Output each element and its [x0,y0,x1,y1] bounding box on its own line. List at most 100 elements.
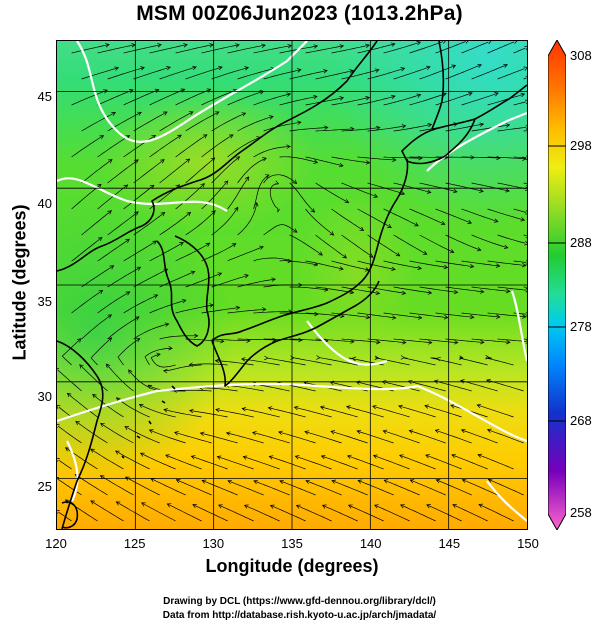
streamline [383,94,421,106]
streamline-arrow [331,479,337,484]
streamline-arrow [391,266,396,272]
streamline-arrow [450,404,456,409]
streamline [175,134,208,158]
streamline [227,44,266,54]
streamline-arrow [168,346,173,351]
streamline-arrow [164,322,170,327]
streamline-arrow [202,134,208,139]
streamline-arrow [425,65,431,70]
streamline-arrow [344,199,350,204]
streamline [295,455,332,470]
streamline [419,338,458,344]
streamline [322,504,358,522]
streamline-arrow [162,368,168,374]
streamline-arrow [400,355,406,360]
streamline-arrow [451,64,457,69]
map-svg [57,41,527,529]
streamline [435,208,472,224]
streamline-arrow [400,190,406,196]
streamline [305,97,344,106]
streamline [471,286,510,292]
streamline [461,92,499,106]
streamline [150,478,186,496]
streamline [123,135,156,158]
streamline [201,480,238,496]
streamline [176,479,212,496]
streamline [451,454,488,470]
streamline [347,455,384,470]
streamline-arrow [435,479,441,484]
map-title: MSM 00Z06Jun2023 (1013.2hPa) [136,2,463,25]
colorbar-tick-298: 298 [570,138,592,153]
streamline-arrow [231,243,237,248]
streamline-arrow [211,210,216,215]
streamline-arrow [244,176,250,181]
streamline-arrow [166,66,171,71]
streamline-arrow [417,265,423,271]
streamline [61,338,82,366]
streamline [393,234,427,255]
streamline [487,156,527,160]
streamline-arrow [505,123,511,128]
streamline-arrow [292,179,298,184]
streamline-arrow [422,250,428,255]
streamline [461,208,499,223]
streamline [253,174,270,210]
streamline [211,112,246,132]
streamline [253,257,292,262]
streamline-arrow [244,274,249,279]
streamline [269,456,306,470]
streamline [175,242,210,262]
streamline [200,432,238,444]
streamline-arrow [465,41,469,44]
streamline-arrow [477,453,483,458]
streamline [81,159,113,184]
streamline [497,338,527,342]
x-tick-140: 140 [359,536,382,551]
streamline-arrow [107,159,113,164]
streamline [192,504,228,522]
streamline [430,357,462,366]
streamline-arrow [192,503,197,509]
streamline-arrow [436,356,441,362]
streamline-arrow [323,69,328,74]
streamline [149,44,188,54]
streamline [201,44,240,54]
streamline-arrow [97,237,103,242]
streamline [123,44,162,54]
streamline-arrow [152,240,158,245]
streamline [149,242,184,262]
streamline [357,95,396,106]
streamline [315,286,354,294]
streamline-arrow [100,422,105,428]
streamline-arrow [166,503,172,508]
streamline [289,338,329,342]
streamline [477,454,514,470]
streamline-arrow [505,188,510,193]
streamline [133,66,171,80]
streamline [513,260,527,263]
streamline [279,480,316,496]
streamline [485,357,514,366]
colorbar-tick-308: 308 [570,48,592,63]
streamline [71,135,104,158]
streamline [163,409,202,418]
streamline-arrow [304,430,309,435]
streamline-arrow [395,252,401,257]
streamline-arrow [286,92,292,97]
streamline-arrow [522,314,527,319]
streamline-arrow [57,476,60,481]
streamline-arrow [488,41,492,45]
streamline-arrow [163,408,168,413]
streamline-arrow [124,476,130,481]
streamline-arrow [200,183,205,188]
streamline [267,357,306,366]
streamline [341,127,380,132]
streamline [90,500,124,522]
streamline [237,202,258,236]
streamline [189,410,228,418]
streamline [123,240,157,262]
x-tick-125: 125 [123,536,146,551]
streamline-arrow [135,338,141,343]
streamline-arrow [414,222,419,227]
